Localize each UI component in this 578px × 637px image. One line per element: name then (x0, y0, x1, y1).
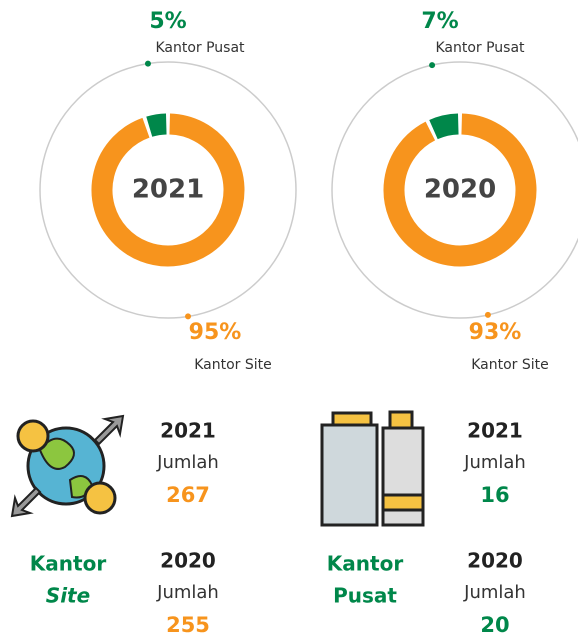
count: 20 (480, 613, 509, 637)
year: 2021 (467, 419, 523, 443)
group-label: Site (46, 584, 90, 608)
label-dot (429, 62, 435, 68)
value-label: 93% (469, 320, 522, 345)
category-label: Kantor Pusat (155, 40, 245, 56)
label-dot (145, 61, 151, 67)
infographic: 5% Kantor Pusat 95% Kantor Site 2021 7% Kantor… (0, 0, 578, 637)
building-icon (322, 412, 423, 525)
value-label: 7% (421, 9, 458, 34)
slice (149, 124, 166, 127)
value-label: 5% (149, 9, 186, 34)
category-label: Kantor Site (471, 357, 549, 373)
count: 16 (480, 483, 509, 507)
year: 2021 (160, 419, 216, 443)
category-label: Kantor Pusat (435, 40, 525, 56)
group-label: Kantor (327, 552, 404, 576)
count: 255 (166, 613, 210, 637)
year: 2020 (160, 549, 216, 573)
globe-icon (12, 416, 123, 516)
year: 2020 (467, 549, 523, 573)
caption: Jumlah (463, 452, 526, 473)
caption: Jumlah (156, 582, 219, 603)
caption: Jumlah (156, 452, 219, 473)
chart-title: 2021 (132, 175, 204, 205)
category-label: Kantor Site (194, 357, 272, 373)
caption: Jumlah (463, 582, 526, 603)
chart-title: 2020 (424, 175, 496, 205)
label-dot (185, 313, 191, 319)
slice (433, 124, 458, 130)
label-dot (485, 312, 491, 318)
value-label: 95% (189, 320, 242, 345)
count: 267 (166, 483, 210, 507)
group-label: Pusat (333, 584, 397, 608)
group-label: Kantor (30, 552, 107, 576)
